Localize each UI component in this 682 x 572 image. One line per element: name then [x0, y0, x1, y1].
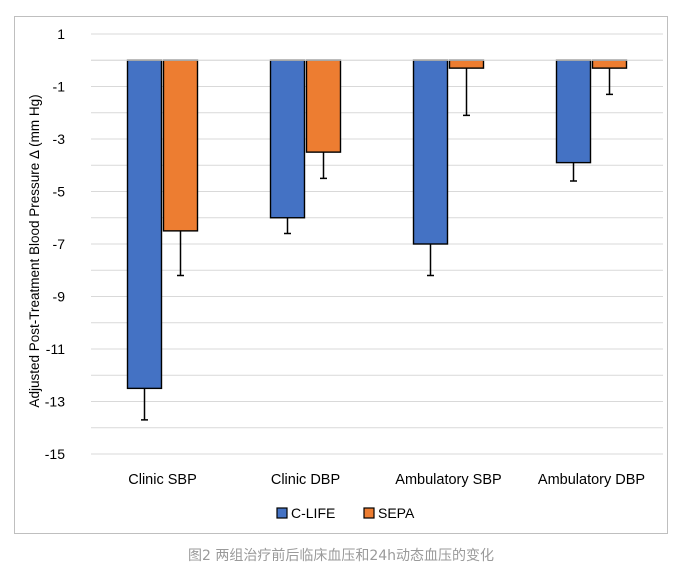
error-bars [141, 68, 613, 421]
y-tick-label: -9 [53, 289, 66, 305]
bars [126, 59, 628, 390]
legend-label-sepa: SEPA [378, 505, 415, 521]
bar-sepa-1 [162, 59, 199, 232]
legend-swatch-sepa [363, 507, 375, 519]
x-tick-label: Ambulatory DBP [538, 472, 645, 488]
y-tick-label: -15 [45, 446, 65, 462]
bar-sepa-2 [305, 59, 342, 153]
bar-c-life-3 [412, 59, 449, 245]
bar-sepa-4 [591, 59, 628, 69]
y-tick-labels: 1 -1 -3 -5 -7 -9 -11 -13 -15 [45, 26, 65, 462]
y-tick-label: -11 [46, 341, 65, 357]
x-tick-label: Ambulatory SBP [395, 472, 501, 488]
x-tick-labels: Clinic SBP Clinic DBP Ambulatory SBP Ambula… [128, 472, 645, 488]
y-tick-label: -5 [53, 184, 66, 200]
bar-c-life-4 [555, 59, 592, 164]
y-tick-label: -13 [45, 394, 65, 410]
y-axis-label: Adjusted Post-Treatment Blood Pressure Δ… [27, 94, 42, 407]
bar-sepa-3 [448, 59, 485, 69]
y-tick-label: -7 [53, 236, 66, 252]
legend-swatch-c-life [276, 507, 288, 519]
legend: C-LIFE SEPA [276, 505, 415, 521]
x-tick-label: Clinic SBP [128, 472, 197, 488]
y-tick-label: 1 [57, 26, 65, 42]
figure-caption: 图2 两组治疗前后临床血压和24h动态血压的变化 [187, 548, 495, 564]
y-tick-label: -3 [53, 131, 66, 147]
x-tick-label: Clinic DBP [271, 472, 340, 488]
bar-c-life-1 [126, 59, 163, 390]
legend-label-c-life: C-LIFE [291, 505, 335, 521]
y-tick-label: -1 [53, 79, 66, 95]
chart-frame: 1 -1 -3 -5 -7 -9 -11 -13 -15 Clinic SBP Clinic DB… [14, 16, 668, 534]
bar-c-life-2 [269, 59, 306, 219]
bar-chart: 1 -1 -3 -5 -7 -9 -11 -13 -15 Clinic SBP Clinic DB… [27, 26, 663, 521]
